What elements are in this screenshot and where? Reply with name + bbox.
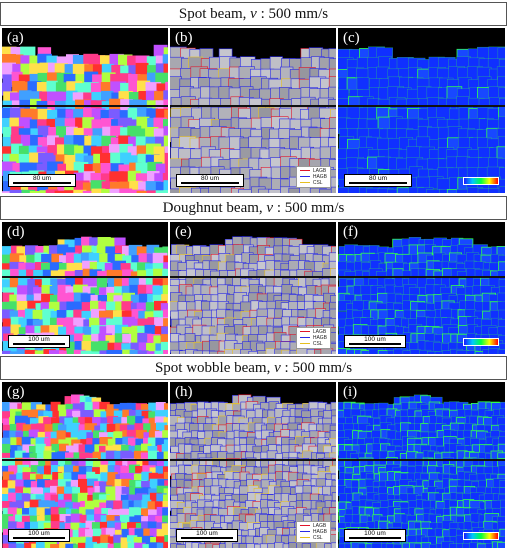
panel-label: (a): [7, 30, 24, 46]
panel-c-kam-map: (c) 80 um: [338, 28, 505, 193]
row-title-spot-beam: Spot beam, v : 500 mm/s: [0, 2, 507, 26]
panel-i-kam-map: (i) 100 um: [338, 382, 505, 548]
panel-label: (i): [343, 384, 358, 400]
scale-bar: 80 um: [176, 174, 244, 187]
panel-a-ebsd-ipf-map: (a) 80 um: [2, 28, 168, 193]
scale-bar: 100 um: [176, 529, 238, 542]
panel-label: (e): [175, 224, 192, 240]
boundary-legend: LAGB HAGB CSL: [295, 166, 331, 188]
row-title-spot-wobble-beam: Spot wobble beam, v : 500 mm/s: [0, 356, 507, 380]
panel-label: (g): [7, 384, 25, 400]
panel-f-kam-map: (f) 100 um: [338, 222, 505, 354]
scale-bar: 100 um: [344, 529, 406, 542]
panel-d-ebsd-ipf-map: (d) 100 um: [2, 222, 168, 354]
panel-label: (f): [343, 224, 358, 240]
panel-label: (c): [343, 30, 360, 46]
scale-bar: 100 um: [8, 335, 70, 348]
panel-g-ebsd-ipf-map: (g) 100 um: [2, 382, 168, 548]
scale-bar: 80 um: [8, 174, 76, 187]
kam-color-bar: [463, 177, 499, 185]
panel-label: (h): [175, 384, 193, 400]
scale-bar: 80 um: [344, 174, 412, 187]
scale-bar: 100 um: [344, 335, 406, 348]
panel-e-grain-boundary-map: (e) LAGB HAGB CSL: [170, 222, 336, 354]
panel-label: (d): [7, 224, 25, 240]
boundary-legend: LAGB HAGB CSL: [295, 327, 331, 349]
kam-color-bar: [463, 338, 499, 346]
row-title-doughnut-beam: Doughnut beam, v : 500 mm/s: [0, 196, 507, 220]
panel-h-grain-boundary-map: (h) 100 um LAGB HAGB CSL: [170, 382, 336, 548]
panel-label: (b): [175, 30, 193, 46]
boundary-legend: LAGB HAGB CSL: [295, 521, 331, 543]
scale-bar: 100 um: [8, 529, 70, 542]
panel-b-grain-boundary-map: (b) 80 um LAGB HAGB CSL: [170, 28, 336, 193]
kam-color-bar: [463, 532, 499, 540]
